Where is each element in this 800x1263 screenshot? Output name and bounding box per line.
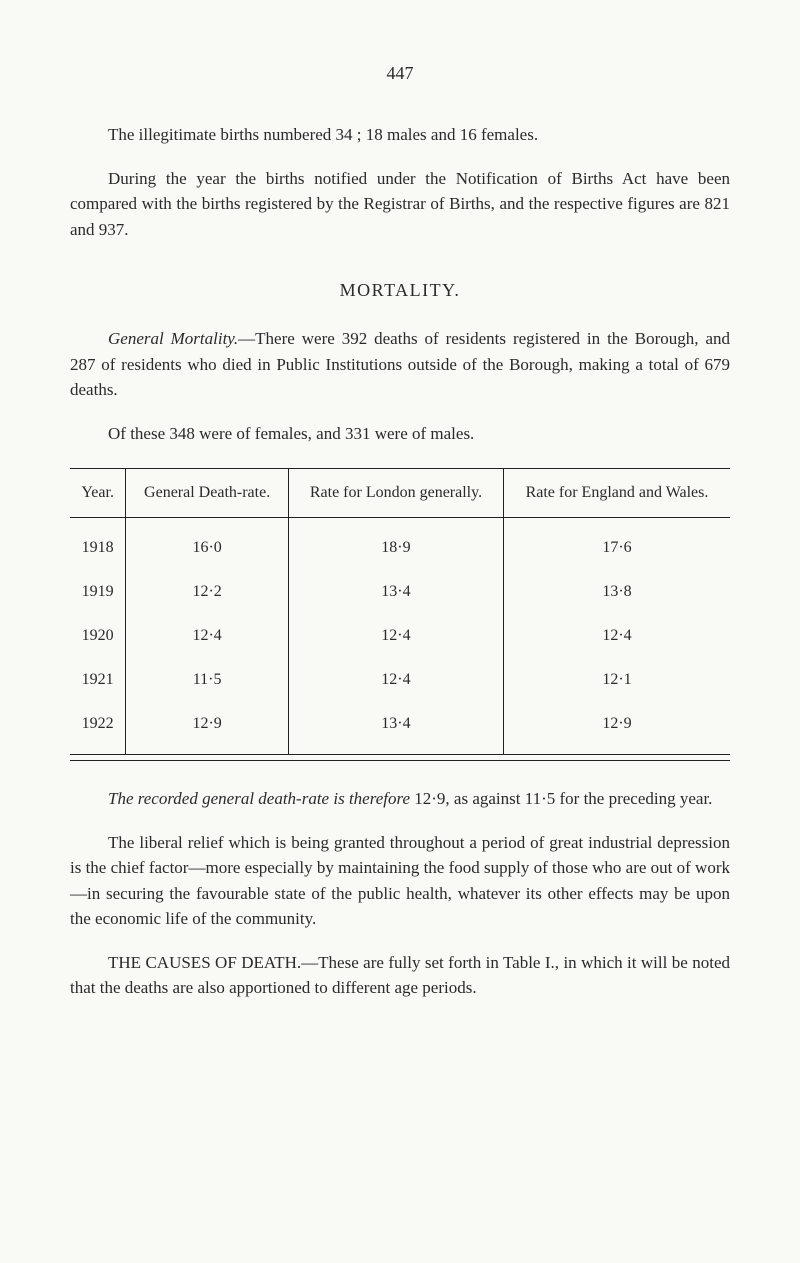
cell-general: 12·2 <box>126 570 289 614</box>
section-heading-mortality: MORTALITY. <box>70 277 730 304</box>
caps-lead: THE CAUSES OF DEATH.— <box>108 953 318 972</box>
cell-london: 13·4 <box>288 702 503 755</box>
paragraph-illegitimate-births: The illegitimate births numbered 34 ; 18… <box>70 122 730 148</box>
table-row: 1920 12·4 12·4 12·4 <box>70 614 730 658</box>
table-row: 1918 16·0 18·9 17·6 <box>70 518 730 571</box>
col-england-wales-rate: Rate for England and Wales. <box>503 469 730 518</box>
page-number: 447 <box>70 60 730 87</box>
table-row: 1922 12·9 13·4 12·9 <box>70 702 730 755</box>
cell-london: 13·4 <box>288 570 503 614</box>
table-header-row: Year. General Death-rate. Rate for Londo… <box>70 469 730 518</box>
col-london-rate: Rate for London generally. <box>288 469 503 518</box>
paragraph-causes-of-death: THE CAUSES OF DEATH.—These are fully set… <box>70 950 730 1001</box>
cell-year: 1921 <box>70 658 126 702</box>
paragraph-births-comparison: During the year the births notified unde… <box>70 166 730 243</box>
cell-london: 12·4 <box>288 658 503 702</box>
cell-year: 1919 <box>70 570 126 614</box>
table-row: 1919 12·2 13·4 13·8 <box>70 570 730 614</box>
mortality-table: Year. General Death-rate. Rate for Londo… <box>70 468 730 755</box>
cell-london: 12·4 <box>288 614 503 658</box>
cell-general: 12·4 <box>126 614 289 658</box>
cell-general: 12·9 <box>126 702 289 755</box>
paragraph-recorded-rate: The recorded general death-rate is there… <box>70 786 730 812</box>
table-row: 1921 11·5 12·4 12·1 <box>70 658 730 702</box>
cell-england: 17·6 <box>503 518 730 571</box>
paragraph-recorded-rate-value: 12·9, as against 11·5 for the preceding … <box>410 789 712 808</box>
italic-lead: The recorded general death-rate is there… <box>108 789 410 808</box>
cell-england: 12·4 <box>503 614 730 658</box>
col-year: Year. <box>70 469 126 518</box>
col-general-death-rate: General Death-rate. <box>126 469 289 518</box>
cell-year: 1922 <box>70 702 126 755</box>
cell-england: 12·9 <box>503 702 730 755</box>
paragraph-sex-breakdown: Of these 348 were of females, and 331 we… <box>70 421 730 447</box>
cell-year: 1920 <box>70 614 126 658</box>
cell-england: 13·8 <box>503 570 730 614</box>
paragraph-general-mortality: General Mortality.—There were 392 deaths… <box>70 326 730 403</box>
cell-london: 18·9 <box>288 518 503 571</box>
cell-year: 1918 <box>70 518 126 571</box>
italic-lead: General Mortality. <box>108 329 238 348</box>
cell-general: 11·5 <box>126 658 289 702</box>
paragraph-liberal-relief: The liberal relief which is being grante… <box>70 830 730 932</box>
table-bottom-rule <box>70 760 730 761</box>
cell-england: 12·1 <box>503 658 730 702</box>
cell-general: 16·0 <box>126 518 289 571</box>
